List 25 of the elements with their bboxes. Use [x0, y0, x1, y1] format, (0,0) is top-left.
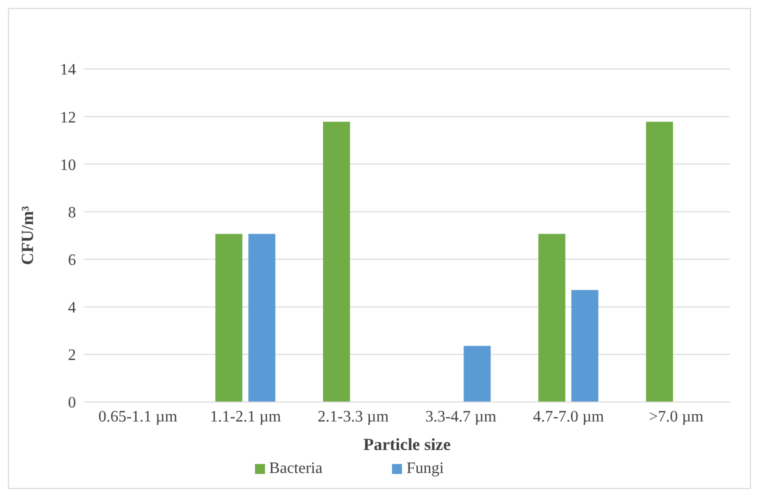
x-tick-label: 1.1-2.1 µm — [210, 408, 282, 426]
y-tick-label: 12 — [60, 109, 76, 126]
bar — [323, 122, 350, 402]
y-tick-label: 8 — [68, 204, 76, 222]
bar — [248, 234, 276, 402]
y-tick-label: 0 — [68, 394, 76, 412]
y-tick-label: 6 — [68, 252, 76, 269]
x-tick-label: 0.65-1.1 µm — [98, 408, 178, 426]
y-tick-label: 10 — [60, 156, 76, 174]
bar — [464, 346, 491, 402]
bar — [646, 122, 674, 402]
legend-label: Fungi — [406, 460, 444, 477]
x-axis-title: Particle size — [363, 435, 452, 454]
legend-label: Bacteria — [269, 460, 322, 477]
y-tick-label: 2 — [68, 347, 76, 364]
bar — [571, 290, 598, 402]
x-tick-label: 4.7-7.0 µm — [533, 408, 605, 426]
y-tick-label: 14 — [60, 62, 76, 79]
x-tick-label: 2.1-3.3 µm — [318, 408, 390, 426]
bar — [215, 234, 242, 402]
y-axis-title: CFU/m³ — [18, 206, 38, 265]
x-tick-label: 3.3-4.7 µm — [425, 408, 497, 426]
y-tick-label: 4 — [68, 300, 76, 317]
x-tick-label: >7.0 µm — [648, 408, 704, 426]
bar — [538, 234, 566, 402]
